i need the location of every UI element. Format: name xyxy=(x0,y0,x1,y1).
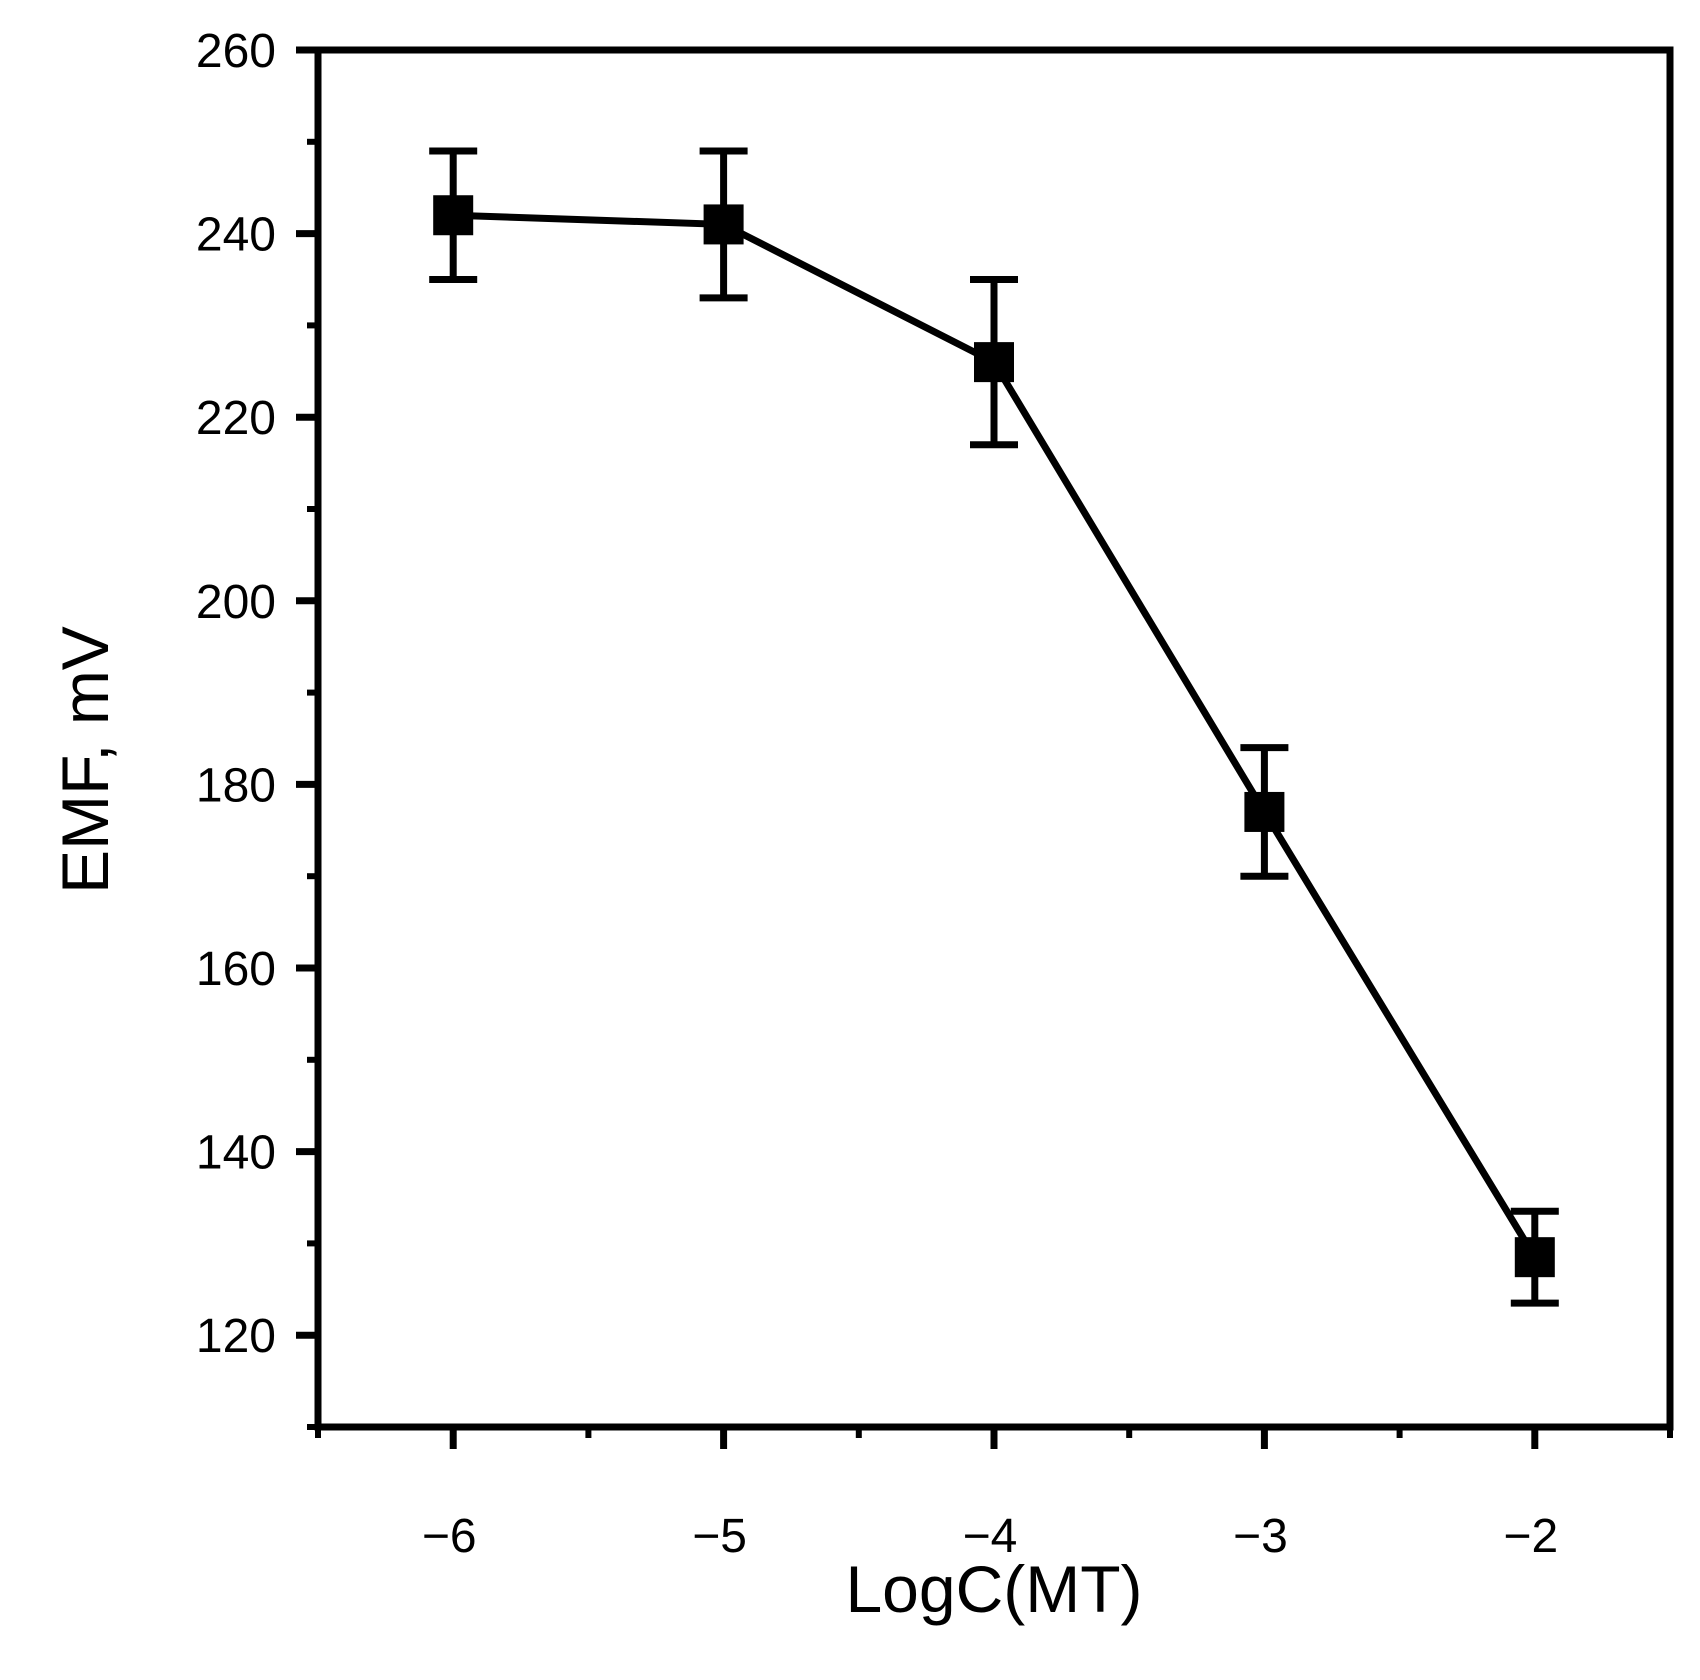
y-tick-label: 140 xyxy=(196,1127,276,1180)
x-tick-label: −6 xyxy=(422,1510,477,1563)
data-point xyxy=(1514,1237,1555,1278)
y-tick-label: 240 xyxy=(196,209,276,262)
data-point xyxy=(703,204,744,245)
y-tick-label: 220 xyxy=(196,392,276,445)
y-tick-label: 160 xyxy=(196,943,276,996)
x-axis-ticks: −6 −5 −4 −3 −2 xyxy=(315,1427,1673,1563)
data-point xyxy=(1244,791,1285,832)
series-layer xyxy=(429,147,1559,1307)
x-tick-label: −2 xyxy=(1503,1510,1558,1563)
x-tick-label: −3 xyxy=(1233,1510,1288,1563)
y-tick-label: 120 xyxy=(196,1310,276,1363)
x-tick-label: −4 xyxy=(963,1510,1018,1563)
y-tick-label: 260 xyxy=(196,25,276,78)
plot-frame xyxy=(314,46,1674,1431)
x-axis-title: LogC(MT) xyxy=(845,1552,1142,1626)
y-tick-label: 200 xyxy=(196,576,276,629)
y-tick-label: 180 xyxy=(196,759,276,812)
y-axis-title: EMF, mV xyxy=(48,626,122,894)
x-tick-label: −5 xyxy=(692,1510,747,1563)
data-point xyxy=(433,195,474,236)
y-axis-ticks: 120 140 160 180 200 220 240 260 xyxy=(196,25,318,1430)
data-point xyxy=(974,342,1014,383)
